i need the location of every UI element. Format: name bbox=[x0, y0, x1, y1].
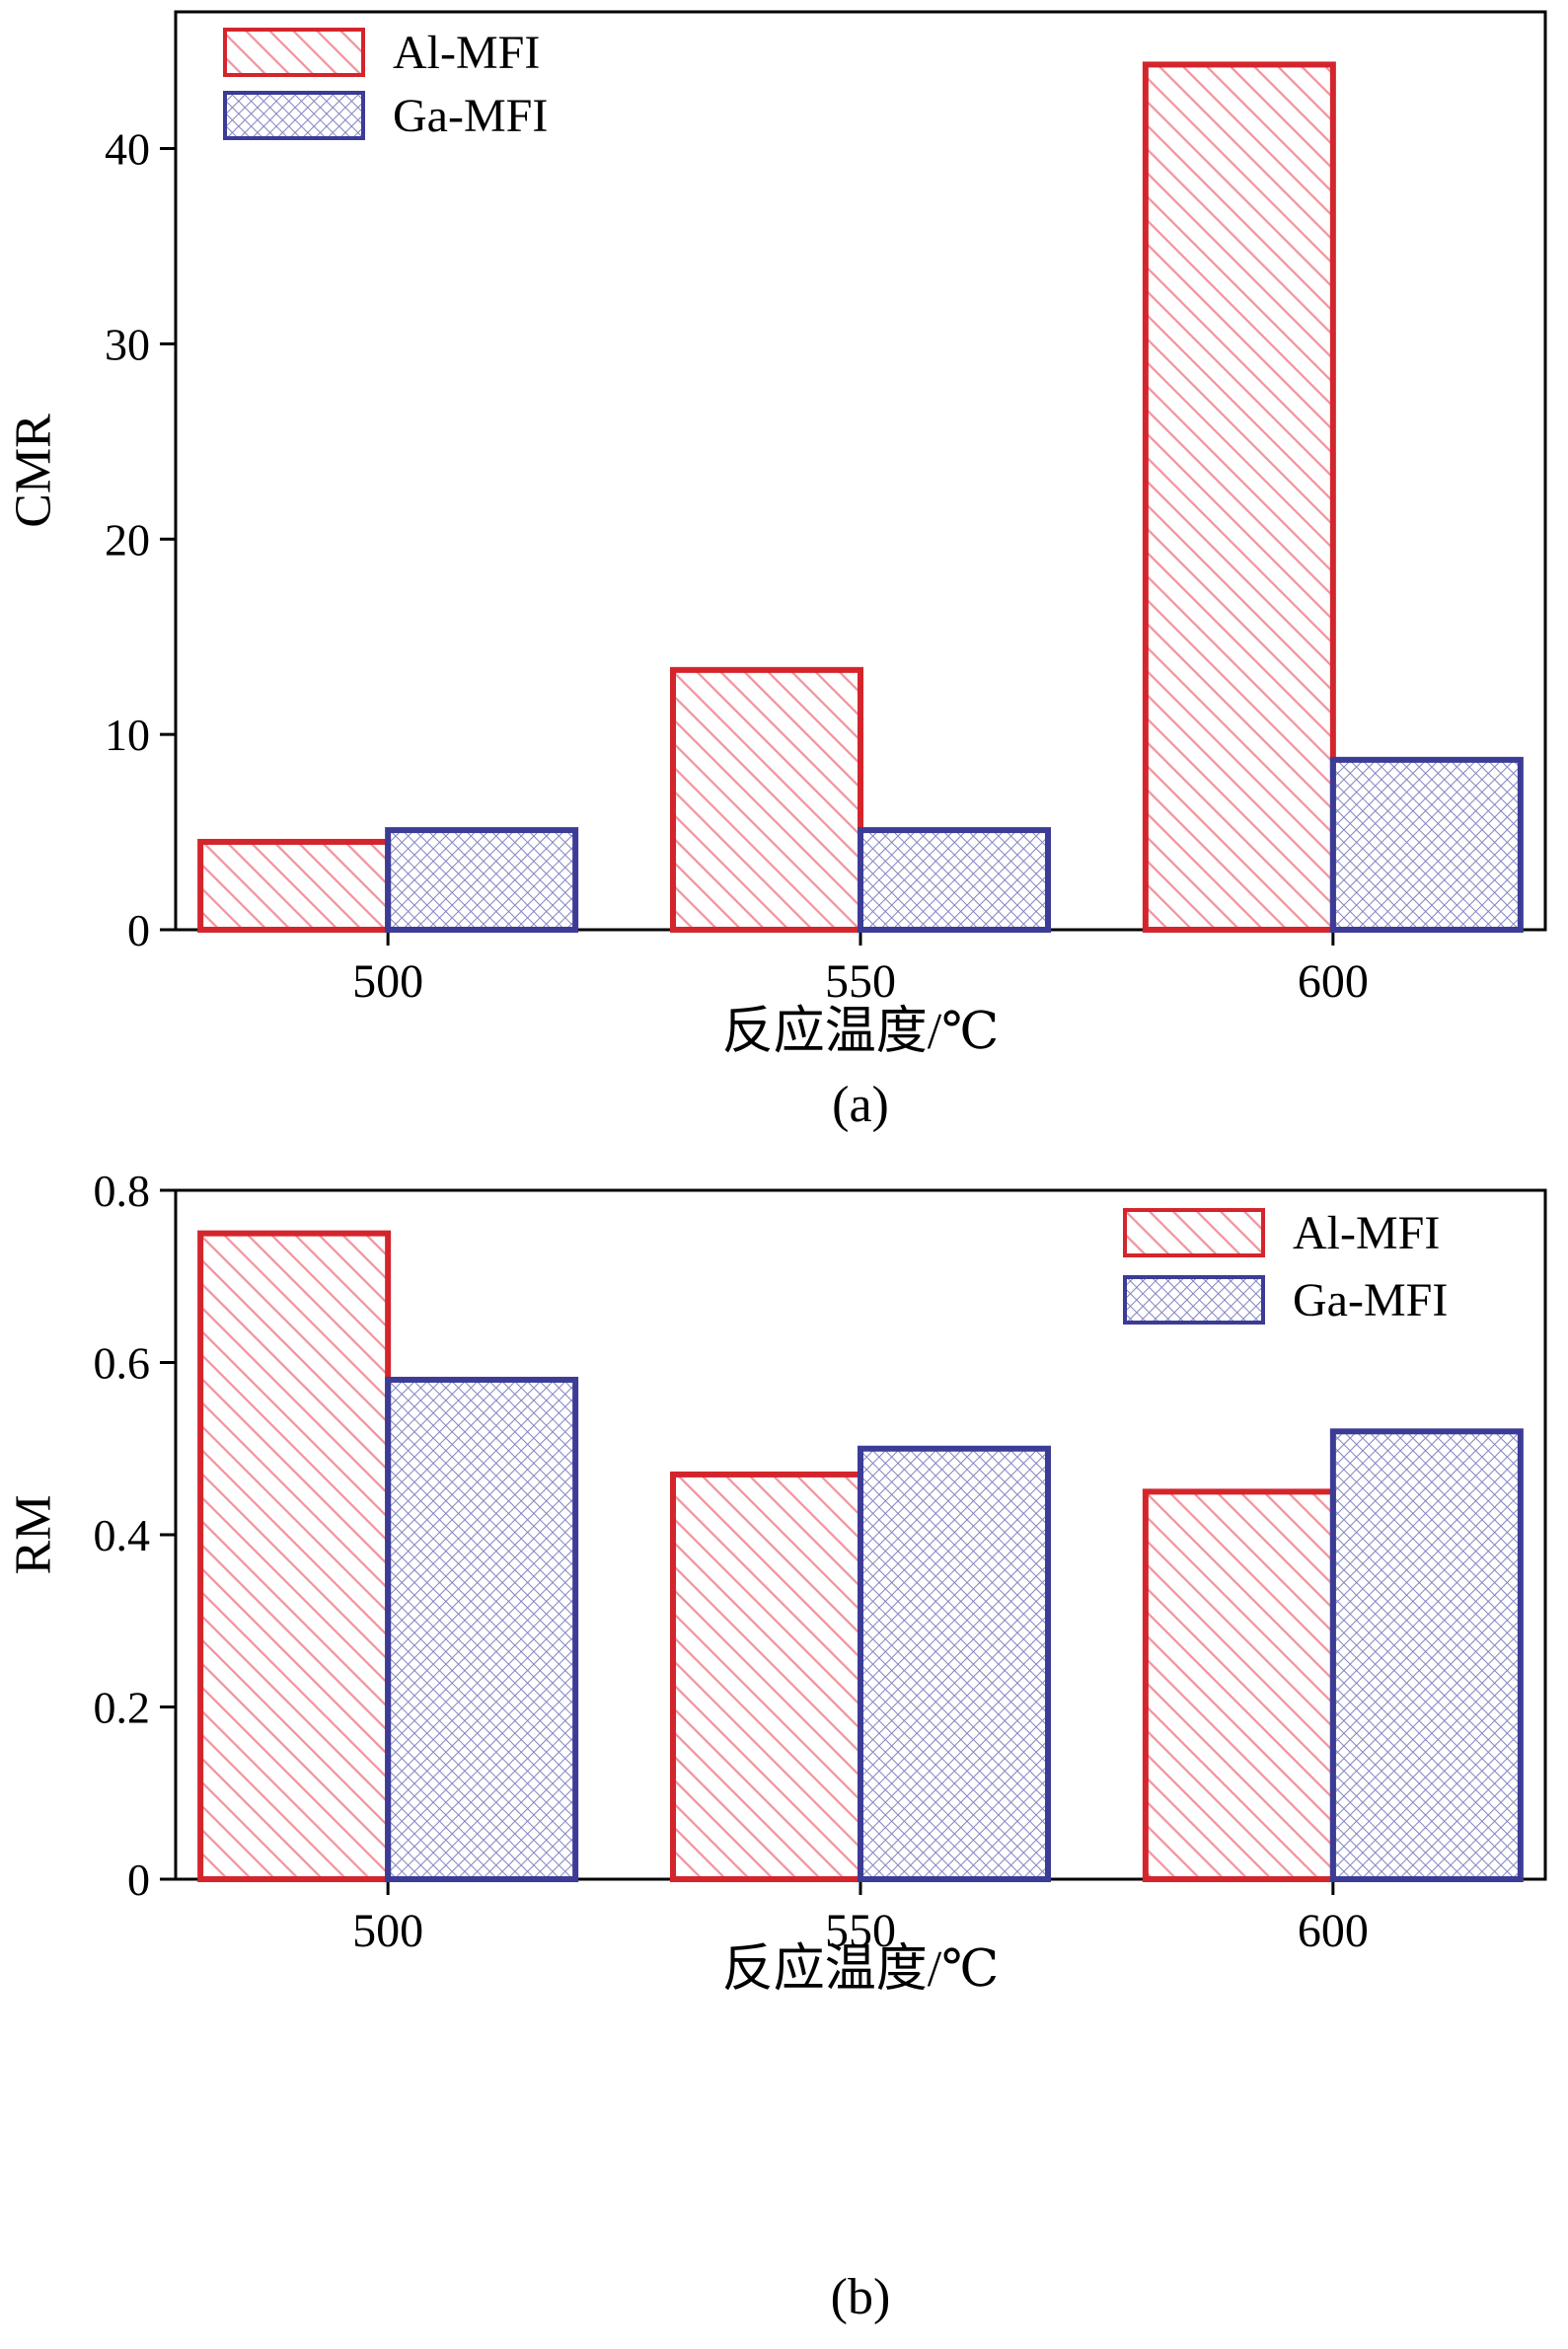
y-tick-label: 40 bbox=[105, 124, 150, 175]
legend-label-al-mfi: Al-MFI bbox=[1293, 1207, 1440, 1259]
x-tick-label: 550 bbox=[825, 1905, 896, 1957]
y-tick-label: 0.2 bbox=[94, 1683, 151, 1733]
chart-b-y-axis-label: RM bbox=[5, 1494, 62, 1575]
chart-b-x-axis-label: 反应温度/℃ bbox=[721, 1941, 1000, 1998]
bar-ga-mfi-500 bbox=[385, 827, 579, 933]
bar-al-mfi-600 bbox=[1142, 61, 1336, 933]
y-tick-label: 0 bbox=[127, 905, 150, 955]
y-tick-label: 10 bbox=[105, 710, 150, 760]
x-tick-label: 600 bbox=[1298, 955, 1369, 1008]
bar-ga-mfi-550 bbox=[858, 827, 1051, 933]
x-tick-label: 500 bbox=[352, 955, 423, 1008]
chart-a-plot: 0 10 20 30 40 500 550 600 Al-MFI Ga-MFI bbox=[105, 10, 1547, 1008]
chart-b-plot: 0 0.2 0.4 0.6 0.8 500 550 600 Al-MFI Ga-MFI bbox=[94, 1166, 1547, 1957]
legend-label-ga-mfi: Ga-MFI bbox=[393, 90, 548, 142]
chart-a-y-axis-label: CMR bbox=[5, 414, 62, 528]
bar-al-mfi-500 bbox=[197, 1230, 392, 1882]
x-tick-label: 500 bbox=[352, 1905, 423, 1957]
bar-al-mfi-550 bbox=[670, 1471, 863, 1882]
bar-al-mfi-550 bbox=[670, 666, 863, 933]
x-tick-label: 600 bbox=[1298, 1905, 1369, 1957]
y-tick-label: 0 bbox=[127, 1855, 150, 1905]
bar-al-mfi-500 bbox=[197, 838, 392, 934]
bar-ga-mfi-550 bbox=[858, 1445, 1051, 1882]
x-tick-label: 550 bbox=[825, 955, 896, 1008]
y-tick-label: 20 bbox=[105, 514, 150, 565]
chart-b-sublabel: (b) bbox=[830, 2269, 891, 2325]
legend-swatch-al-mfi bbox=[1123, 1208, 1265, 1257]
legend-swatch-ga-mfi bbox=[1123, 1275, 1265, 1325]
legend-label-ga-mfi: Ga-MFI bbox=[1293, 1274, 1448, 1326]
y-tick-label: 0.4 bbox=[94, 1510, 151, 1560]
chart-a: 0 10 20 30 40 500 550 600 Al-MFI Ga-MFI CMR 反应温度/… bbox=[0, 0, 1568, 1155]
legend-label-al-mfi: Al-MFI bbox=[393, 27, 540, 79]
chart-a-sublabel: (a) bbox=[832, 1077, 889, 1133]
y-tick-label: 0.6 bbox=[94, 1338, 151, 1389]
legend-swatch-al-mfi bbox=[223, 28, 365, 77]
y-tick-label: 30 bbox=[105, 319, 150, 369]
y-tick-label: 0.8 bbox=[94, 1166, 151, 1216]
chart-a-x-axis-label: 反应温度/℃ bbox=[721, 1004, 1000, 1060]
bar-ga-mfi-600 bbox=[1329, 1428, 1524, 1882]
chart-b: 0 0.2 0.4 0.6 0.8 500 550 600 Al-MFI Ga-MFI RM 反应… bbox=[0, 1155, 1568, 2349]
legend-swatch-ga-mfi bbox=[223, 91, 365, 140]
bar-al-mfi-600 bbox=[1142, 1488, 1336, 1882]
bar-ga-mfi-600 bbox=[1329, 756, 1524, 934]
bar-ga-mfi-500 bbox=[385, 1376, 579, 1882]
